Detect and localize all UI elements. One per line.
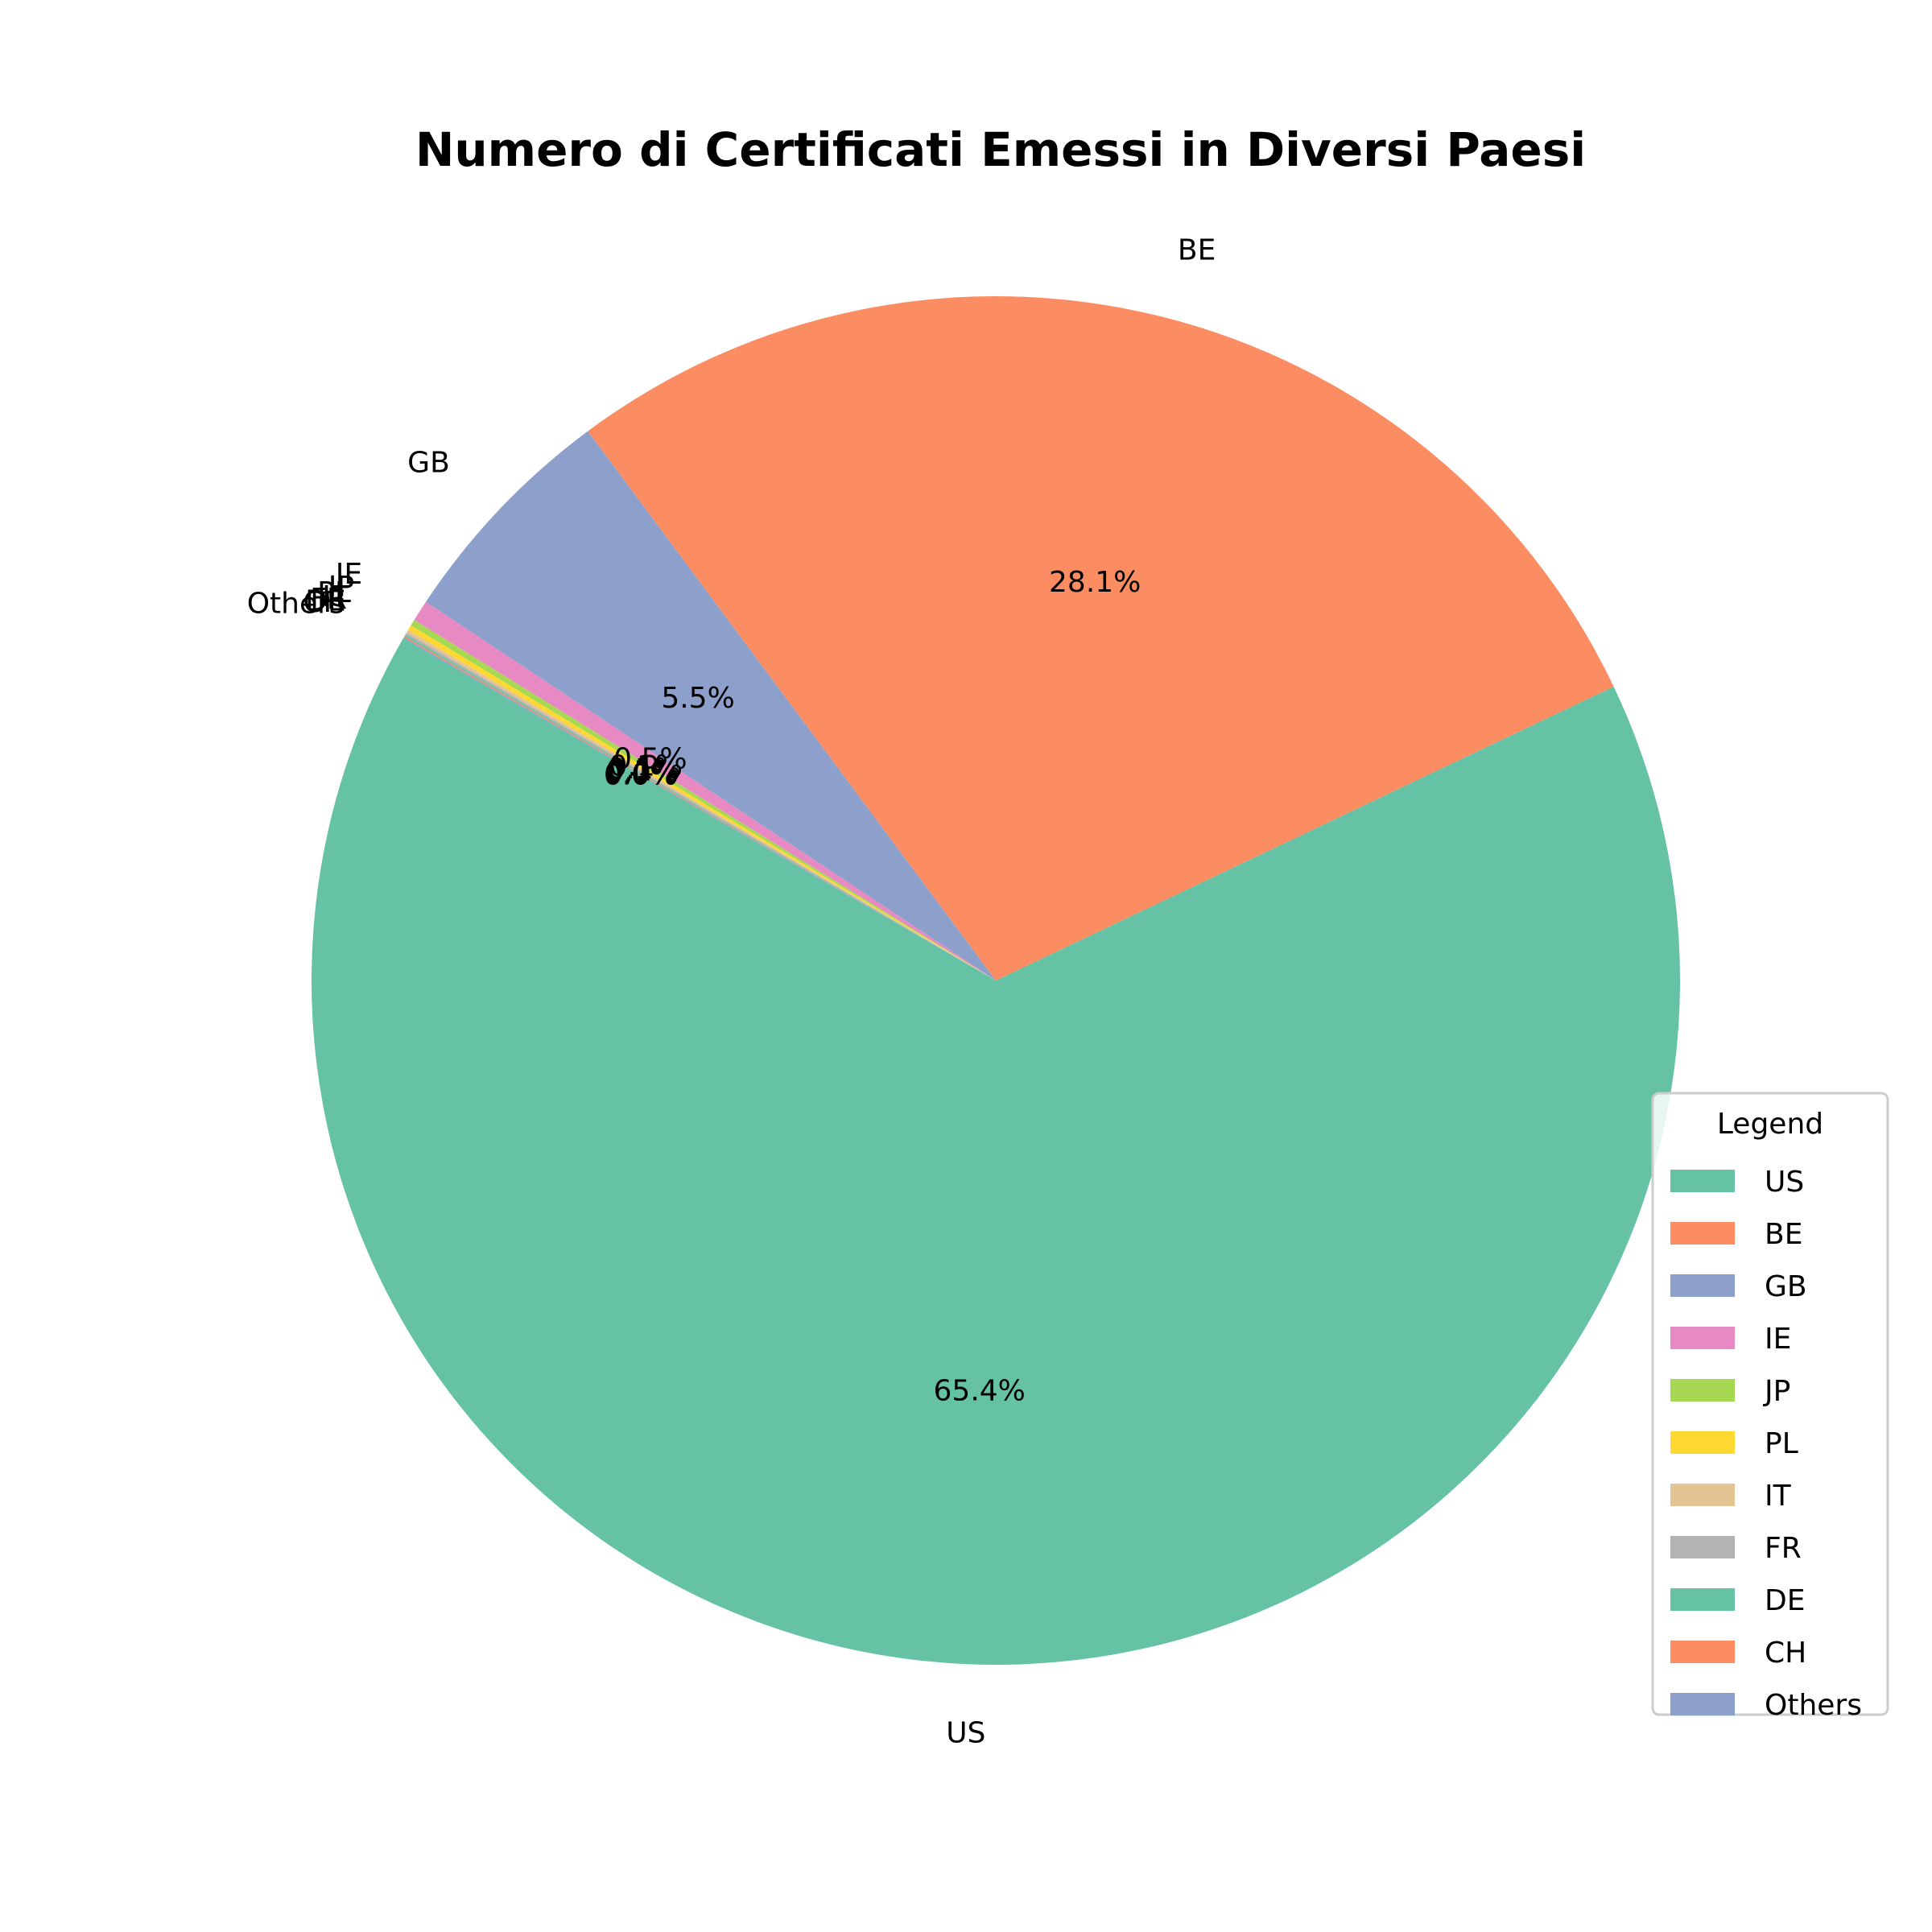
legend-label-it: IT [1765,1480,1792,1513]
legend-swatch-pl [1670,1431,1735,1454]
legend-label-gb: GB [1765,1270,1807,1303]
slice-label-fr: FR [310,583,347,616]
legend-label-pl: PL [1765,1427,1798,1460]
pie-slice-others [402,637,996,980]
legend-label-jp: JP [1763,1375,1790,1408]
legend-label-others: Others [1765,1689,1862,1722]
pie-slice-gb [426,431,996,980]
legend: Legend US BE GB IE JP PL IT FR DE CH Others [1651,1092,1889,1722]
legend-swatch-ch [1670,1641,1735,1663]
legend-label-ie: IE [1765,1323,1791,1356]
slice-label-pl: PL [317,576,351,609]
legend-label-be: BE [1765,1218,1802,1251]
slice-label-ie: IE [336,558,362,591]
percent-label-ie: 0.5% [613,742,687,775]
legend-title: Legend [1717,1108,1823,1141]
percent-label-others: 0.0% [604,759,677,792]
pie-slices [312,295,1681,1665]
slice-label-de: DE [305,584,345,617]
pie-slice-fr [405,633,997,980]
legend-frame [1651,1092,1889,1716]
legend-swatch-be [1670,1222,1735,1245]
slice-label-others: Others [247,588,345,621]
pie-slice-de [404,634,996,980]
legend-entries: US BE GB IE JP PL IT FR DE CH Others [1670,1166,1862,1722]
legend-label-fr: FR [1765,1532,1802,1565]
chart-title: Numero di Certificati Emessi in Diversi … [415,122,1586,177]
slice-label-gb: GB [407,446,450,479]
legend-swatch-jp [1670,1379,1735,1402]
percent-label-pl: 0.1% [607,753,680,786]
pie-slice-be [588,295,1614,981]
slice-label-ch: CH [303,586,345,619]
legend-swatch-gb [1670,1274,1735,1297]
percent-label-gb: 5.5% [661,682,734,715]
pie-slice-it [406,630,996,980]
pie-slice-ch [403,636,997,980]
percent-label-it: 0.1% [606,755,679,788]
legend-swatch-us [1670,1170,1735,1192]
percent-label-us: 65.4% [934,1375,1026,1408]
slice-label-be: BE [1178,234,1216,267]
slice-label-it: IT [322,580,349,613]
pie-slice-jp [411,620,997,980]
percent-label-jp: 0.1% [609,749,683,782]
legend-swatch-de [1670,1588,1735,1611]
legend-label-ch: CH [1765,1637,1806,1670]
pie-slice-ie [414,601,996,980]
pie-slice-us [312,638,1681,1665]
percent-label-ch: 0.0% [604,758,677,791]
pie-slice-pl [408,625,996,980]
legend-swatch-it [1670,1484,1735,1506]
legend-label-de: DE [1765,1584,1805,1617]
percent-label-de: 0.0% [605,758,678,791]
percent-labels: 65.4%28.1%5.5%0.5%0.1%0.1%0.1%0.0%0.0%0.… [604,566,1141,1407]
legend-swatch-ie [1670,1327,1735,1349]
legend-label-us: US [1765,1166,1804,1199]
slice-label-us: US [946,1716,985,1749]
legend-swatch-others [1670,1693,1735,1715]
percent-label-be: 28.1% [1049,566,1141,599]
legend-swatch-fr [1670,1536,1735,1558]
percent-label-fr: 0.0% [605,757,679,790]
slice-label-jp: JP [327,571,354,604]
